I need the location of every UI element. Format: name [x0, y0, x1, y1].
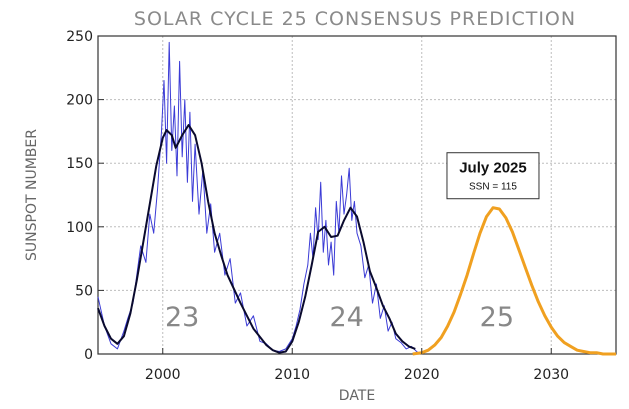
prediction-annotation: July 2025 SSN = 115 — [446, 152, 540, 200]
series-layer — [97, 41, 616, 356]
y-axis-label: SUNSPOT NUMBER — [24, 129, 40, 261]
y-tick-label: 100 — [66, 220, 93, 236]
y-tick-label: 0 — [84, 347, 93, 363]
ticks: 2000 2010 2020 2030 0 50 100 150 200 250 — [66, 29, 569, 383]
cycle-labels: 23 24 25 — [165, 302, 514, 333]
plot-frame — [97, 35, 617, 355]
cycle-label: 25 — [480, 302, 514, 333]
chart-title: SOLAR CYCLE 25 CONSENSUS PREDICTION — [134, 8, 576, 30]
cycle-label: 24 — [329, 302, 363, 333]
y-tick-label: 250 — [66, 29, 93, 45]
annotation-subtitle: SSN = 115 — [469, 182, 517, 193]
monthly-sunspot-line — [97, 41, 421, 355]
x-tick-label: 2030 — [533, 367, 569, 383]
grid — [98, 35, 616, 355]
cycle-25-prediction-line — [412, 206, 616, 356]
x-tick-label: 2010 — [274, 367, 310, 383]
cycle-label: 23 — [165, 302, 199, 333]
y-tick-label: 150 — [66, 156, 93, 172]
x-tick-label: 2000 — [145, 367, 181, 383]
y-tick-label: 50 — [75, 283, 93, 299]
annotation-title: July 2025 — [459, 160, 527, 177]
smoothed-sunspot-line — [97, 124, 416, 354]
y-tick-label: 200 — [66, 93, 93, 109]
x-tick-label: 2020 — [404, 367, 440, 383]
x-axis-label: DATE — [339, 388, 375, 404]
annotation-box — [446, 152, 540, 200]
